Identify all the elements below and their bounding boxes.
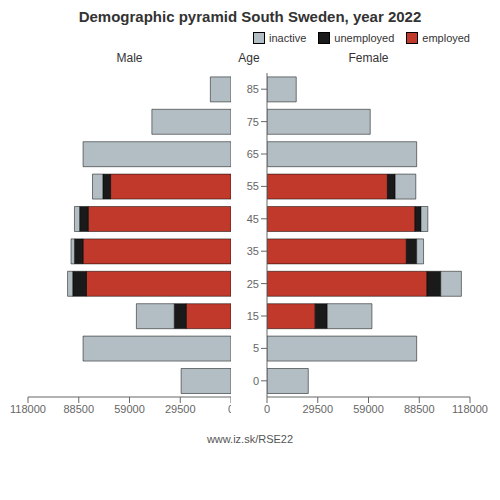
svg-text:0: 0 (253, 375, 259, 387)
html-text:unemployed: unemployed (334, 32, 395, 44)
html-text:Demographic pyramid South Swed: Demographic pyramid South Sweden, year 2… (78, 8, 422, 25)
svg-text:55: 55 (247, 180, 259, 192)
svg-text:5: 5 (253, 342, 259, 354)
svg-text:0: 0 (264, 403, 270, 415)
svg-text:118000: 118000 (10, 403, 46, 415)
svg-text:45: 45 (247, 213, 259, 225)
svg-text:15: 15 (247, 310, 259, 322)
svg-text:0: 0 (228, 403, 231, 415)
html-text:Male: Male (116, 51, 143, 65)
html-text:Female: Female (348, 51, 389, 65)
svg-text:35: 35 (247, 245, 259, 257)
svg-text:88500: 88500 (63, 403, 94, 415)
html-text:inactive: inactive (269, 32, 307, 44)
svg-text:118000: 118000 (452, 403, 488, 415)
svg-text:29500: 29500 (302, 403, 333, 415)
svg-text:29500: 29500 (165, 403, 196, 415)
svg-text:88500: 88500 (404, 403, 435, 415)
html-text:www.iz.sk/RSE22: www.iz.sk/RSE22 (206, 433, 294, 445)
svg-text:59000: 59000 (114, 403, 145, 415)
html-text:Age: Age (238, 51, 260, 65)
svg-text:65: 65 (247, 148, 259, 160)
svg-text:25: 25 (247, 278, 259, 290)
svg-text:59000: 59000 (353, 403, 384, 415)
svg-text:85: 85 (247, 83, 259, 95)
svg-text:75: 75 (247, 116, 259, 128)
html-text:employed: employed (422, 32, 470, 44)
